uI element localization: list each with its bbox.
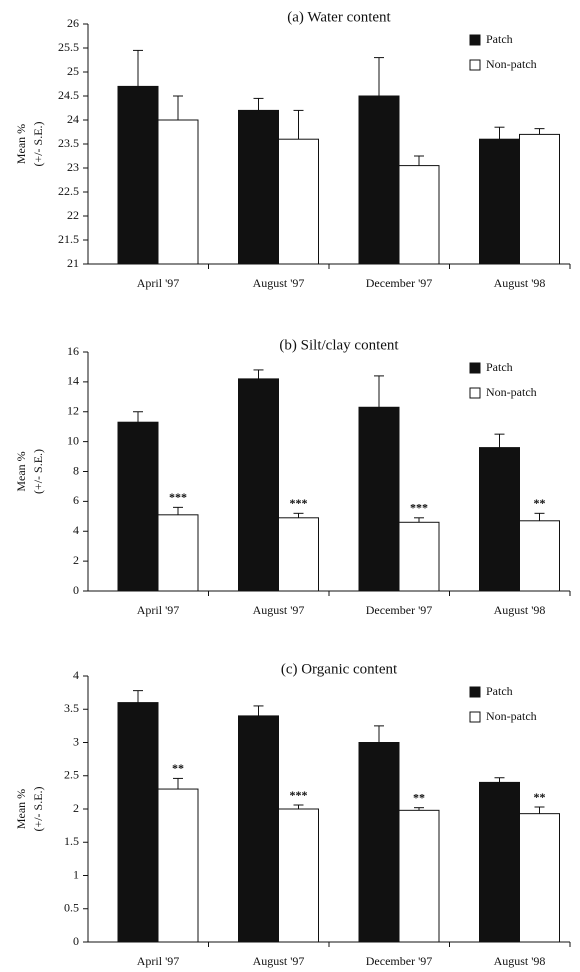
- y-tick-label: 23: [67, 160, 79, 174]
- y-tick-label: 2.5: [64, 768, 79, 782]
- y-tick-label: 2: [73, 801, 79, 815]
- bar: [278, 138, 319, 265]
- x-tick-label: August '97: [253, 603, 305, 617]
- significance-label: **: [534, 496, 546, 510]
- y-tick-label: 12: [67, 404, 79, 418]
- significance-label: **: [413, 790, 425, 804]
- x-tick-label: August '97: [253, 954, 305, 968]
- legend-swatch: [469, 34, 481, 46]
- bar: [519, 813, 560, 943]
- y-tick-label: 21: [67, 256, 79, 270]
- y-tick-label: 0: [73, 934, 79, 948]
- x-tick-label: December '97: [366, 276, 432, 290]
- y-tick-label: 0: [73, 583, 79, 597]
- bar: [519, 520, 560, 592]
- bar: [157, 119, 199, 265]
- significance-label: ***: [169, 490, 187, 504]
- bar: [278, 808, 319, 943]
- y-tick-label: 8: [73, 463, 79, 477]
- y-tick-label: 3.5: [64, 701, 79, 715]
- x-tick-label: December '97: [366, 954, 432, 968]
- bar: [238, 715, 279, 943]
- y-tick-label: 16: [67, 344, 79, 358]
- bar: [117, 702, 159, 943]
- bar: [358, 406, 400, 592]
- y-tick-label: 25: [67, 64, 79, 78]
- x-tick-label: December '97: [366, 603, 432, 617]
- y-tick-label: 1.5: [64, 834, 79, 848]
- significance-label: ***: [410, 501, 428, 515]
- bar: [157, 788, 199, 943]
- bar: [117, 421, 159, 592]
- bar: [358, 742, 400, 943]
- y-tick-label: 22.5: [58, 184, 79, 198]
- y-tick-label: 14: [67, 374, 79, 388]
- legend-swatch: [469, 711, 481, 723]
- legend-label: Non-patch: [486, 57, 537, 71]
- y-tick-label: 24.5: [58, 88, 79, 102]
- bar: [117, 85, 159, 265]
- y-tick-label: 24: [67, 112, 79, 126]
- significance-label: ***: [290, 788, 308, 802]
- y-tick-label: 3: [73, 734, 79, 748]
- y-tick-label: 6: [73, 493, 79, 507]
- y-tick-label: 2: [73, 553, 79, 567]
- legend-label: Patch: [486, 684, 513, 698]
- bar: [479, 447, 520, 592]
- x-tick-label: April '97: [137, 276, 180, 290]
- y-tick-label: 26: [67, 16, 79, 30]
- legend-swatch: [469, 387, 481, 399]
- bar: [479, 781, 520, 943]
- significance-label: **: [534, 790, 546, 804]
- y-axis-label: Mean %: [14, 124, 28, 164]
- legend-swatch: [469, 362, 481, 374]
- y-tick-label: 4: [73, 523, 79, 537]
- bar: [358, 95, 400, 265]
- bar: [398, 165, 440, 265]
- bar: [238, 378, 279, 592]
- bar: [398, 521, 440, 592]
- bar: [157, 514, 199, 592]
- y-tick-label: 10: [67, 433, 79, 447]
- bar: [398, 809, 440, 943]
- legend-label: Patch: [486, 32, 513, 46]
- significance-label: **: [172, 761, 184, 775]
- x-tick-label: April '97: [137, 954, 180, 968]
- y-tick-label: 4: [73, 668, 79, 682]
- x-tick-label: August '98: [494, 603, 546, 617]
- y-tick-label: 0.5: [64, 901, 79, 915]
- bar: [238, 109, 279, 265]
- y-axis-label: (+/- S.E.): [31, 121, 45, 166]
- bar: [479, 138, 520, 265]
- legend-swatch: [469, 686, 481, 698]
- y-axis-label: Mean %: [14, 451, 28, 491]
- chart-title: (b) Silt/clay content: [279, 337, 399, 353]
- y-tick-label: 25.5: [58, 40, 79, 54]
- bar: [278, 517, 319, 592]
- y-axis-label: (+/- S.E.): [31, 786, 45, 831]
- x-tick-label: August '98: [494, 954, 546, 968]
- chart-title: (c) Organic content: [281, 661, 398, 677]
- legend-label: Non-patch: [486, 709, 537, 723]
- x-tick-label: April '97: [137, 603, 180, 617]
- bar: [519, 133, 560, 265]
- y-axis-label: (+/- S.E.): [31, 449, 45, 494]
- y-tick-label: 1: [73, 867, 79, 881]
- x-tick-label: August '97: [253, 276, 305, 290]
- chart-title: (a) Water content: [287, 9, 391, 25]
- significance-label: ***: [290, 496, 308, 510]
- legend-swatch: [469, 59, 481, 71]
- y-tick-label: 23.5: [58, 136, 79, 150]
- y-tick-label: 22: [67, 208, 79, 222]
- legend-label: Patch: [486, 360, 513, 374]
- legend-label: Non-patch: [486, 385, 537, 399]
- x-tick-label: August '98: [494, 276, 546, 290]
- y-tick-label: 21.5: [58, 232, 79, 246]
- y-axis-label: Mean %: [14, 789, 28, 829]
